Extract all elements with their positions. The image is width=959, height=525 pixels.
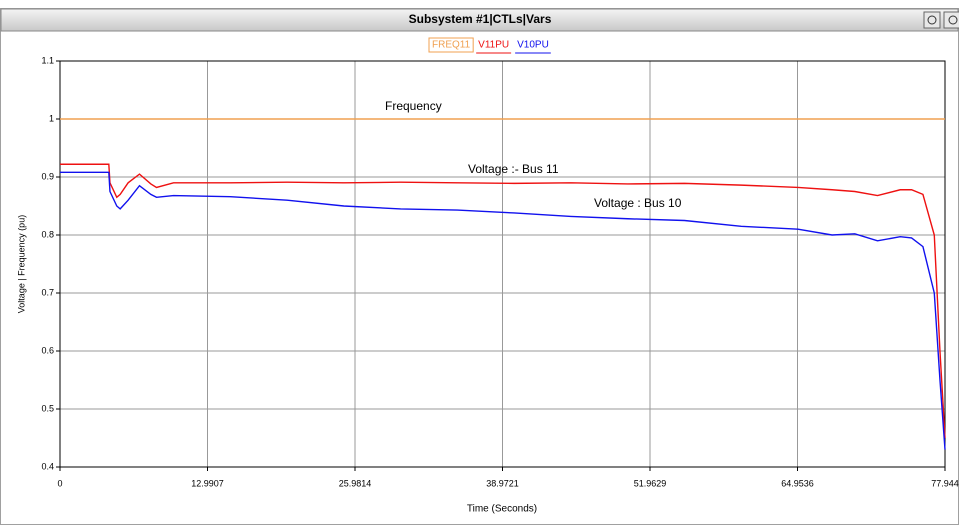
y-tick-label: 0.6 — [41, 345, 54, 355]
series-line — [60, 163, 946, 439]
lock-button[interactable] — [923, 11, 941, 29]
x-tick-label: 12.9907 — [191, 478, 224, 488]
options-button[interactable] — [943, 11, 959, 29]
options-icon — [948, 15, 958, 25]
y-tick-label: 0.4 — [41, 461, 54, 471]
x-tick-label: 77.944 — [931, 478, 959, 488]
window-frame — [0, 8, 959, 525]
series-line — [60, 171, 946, 450]
legend-entry: V10PU — [517, 40, 549, 51]
y-tick-label: 1.1 — [41, 55, 54, 65]
y-tick-label: 0.9 — [41, 171, 54, 181]
x-tick-label: 51.9629 — [634, 478, 667, 488]
y-axis-label: Voltage | Frequency (pu) — [16, 215, 26, 313]
y-tick-label: 0.7 — [41, 287, 54, 297]
plot-frame — [59, 60, 946, 468]
legend-box — [428, 37, 474, 53]
y-tick-label: 0.5 — [41, 403, 54, 413]
annotation: Voltage :- Bus 11 — [468, 162, 559, 176]
lock-icon — [927, 15, 937, 25]
y-tick-label: 1 — [49, 113, 54, 123]
annotation: Frequency — [385, 99, 442, 113]
legend-entry: V11PU — [478, 40, 509, 51]
x-tick-label: 0 — [57, 478, 62, 488]
x-axis-label: Time (Seconds) — [467, 504, 537, 515]
legend-entry: FREQ11 — [432, 40, 471, 51]
x-tick-label: 64.9536 — [781, 478, 814, 488]
y-tick-label: 0.8 — [41, 229, 54, 239]
annotation: Voltage : Bus 10 — [594, 196, 682, 210]
chart-title: Subsystem #1|CTLs|Vars — [409, 12, 552, 26]
x-tick-label: 25.9814 — [339, 478, 372, 488]
x-tick-label: 38.9721 — [486, 478, 519, 488]
